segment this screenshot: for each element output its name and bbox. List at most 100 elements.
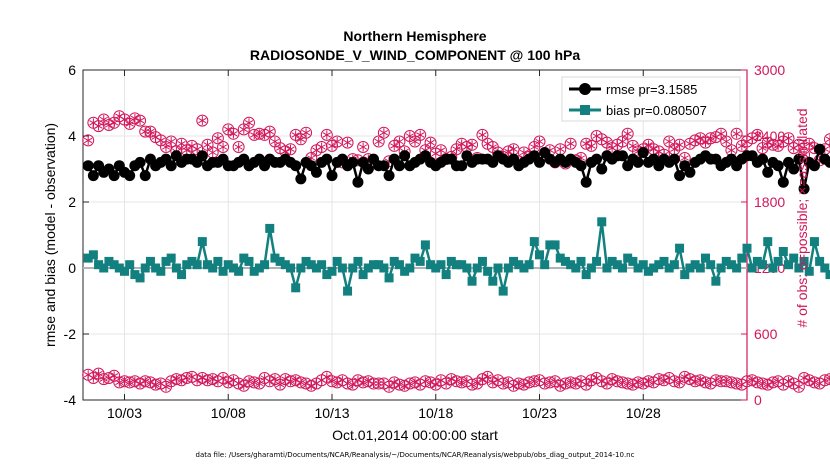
- obs-upper-marker: [414, 128, 427, 141]
- bias-point: [726, 260, 736, 270]
- y-tick-label-left: 0: [68, 260, 76, 276]
- rmse-point: [762, 166, 774, 178]
- bias-point: [680, 270, 690, 280]
- x-tick-label: 10/13: [314, 405, 349, 421]
- rmse-point: [580, 176, 592, 188]
- y-axis-label-right: # of obs: o=possible; ×=assimilated: [794, 108, 810, 327]
- obs-star-stroke: [773, 143, 783, 149]
- bias-point: [280, 260, 290, 270]
- bias-point: [156, 266, 166, 276]
- rmse-point: [82, 160, 94, 172]
- obs-circle: [377, 126, 390, 139]
- bias-point: [431, 263, 441, 273]
- obs-upper-marker: [377, 126, 390, 139]
- bias-point: [99, 263, 109, 273]
- bias-point: [752, 256, 762, 266]
- obs-circle: [730, 127, 743, 140]
- bias-point: [436, 260, 446, 270]
- obs-star-stroke: [452, 146, 461, 152]
- bias-point: [213, 256, 223, 266]
- bias-point: [612, 260, 622, 270]
- rmse-point: [632, 156, 644, 168]
- bias-point: [747, 263, 757, 273]
- bias-point: [535, 250, 544, 260]
- obs-upper-marker: [217, 141, 230, 153]
- obs-circle: [393, 135, 406, 148]
- x-axis-label: Oct.01,2014 00:00:00 start: [332, 427, 498, 443]
- legend-box: [561, 76, 741, 122]
- rmse-point: [393, 160, 405, 172]
- rmse-point: [347, 156, 359, 168]
- obs-star-stroke: [94, 370, 103, 377]
- y-tick-label-left: 6: [68, 62, 76, 78]
- bias-point: [405, 263, 415, 273]
- obs-star-stroke: [701, 139, 710, 146]
- bias-point: [472, 263, 482, 273]
- obs-circle: [341, 136, 354, 149]
- obs-circle: [424, 136, 437, 149]
- obs-star-stroke: [343, 139, 352, 146]
- rmse-point: [290, 160, 302, 172]
- rmse-point: [824, 156, 830, 168]
- bias-point: [706, 260, 716, 270]
- obs-circle: [134, 114, 147, 127]
- obs-star-stroke: [716, 131, 726, 137]
- obs-star-stroke: [519, 149, 529, 156]
- bias-point: [669, 260, 679, 270]
- rmse-point: [777, 176, 789, 188]
- obs-star-stroke: [602, 380, 612, 387]
- bias-line: [87, 221, 830, 293]
- obs-upper-marker: [782, 132, 795, 145]
- bias-point: [643, 266, 653, 276]
- bias-point: [592, 256, 602, 266]
- obs-star-stroke: [467, 142, 477, 148]
- bias-point: [94, 260, 104, 270]
- bias-point: [114, 263, 124, 273]
- rmse-point: [383, 170, 395, 182]
- bias-point: [379, 263, 389, 273]
- obs-star-stroke: [322, 132, 331, 138]
- obs-star-stroke: [623, 131, 632, 137]
- obs-circle: [476, 128, 489, 141]
- bias-point: [374, 260, 384, 270]
- rmse-point: [814, 143, 826, 155]
- obs-star-stroke: [374, 138, 383, 145]
- obs-circle: [466, 138, 479, 151]
- bias-point: [586, 263, 596, 273]
- rmse-point: [321, 153, 333, 165]
- obs-upper-marker: [715, 127, 728, 140]
- y-tick-label-right: 1800: [754, 194, 785, 210]
- obs-star-stroke: [218, 375, 228, 381]
- obs-upper-marker: [263, 125, 276, 138]
- obs-star-stroke: [286, 146, 295, 152]
- bias-point: [701, 253, 710, 263]
- obs-star-stroke: [405, 133, 414, 139]
- chart-subtitle: RADIOSONDE_V_WIND_COMPONENT @ 100 hPa: [250, 47, 580, 63]
- bias-point: [690, 260, 700, 270]
- obs-circle: [232, 141, 245, 153]
- bias-point: [659, 256, 669, 266]
- obs-upper-marker: [196, 114, 209, 127]
- x-tick-label: 10/28: [626, 405, 661, 421]
- obs-star-stroke: [275, 381, 285, 388]
- bias-point: [815, 256, 825, 266]
- obs-star-stroke: [794, 142, 804, 148]
- bias-point: [711, 276, 721, 286]
- obs-star-stroke: [395, 138, 404, 145]
- obs-star-stroke: [84, 137, 93, 144]
- bias-point: [555, 253, 565, 263]
- obs-circle: [434, 144, 447, 157]
- bias-point: [145, 256, 155, 266]
- obs-star-stroke: [192, 146, 202, 152]
- obs-star-stroke: [825, 376, 830, 380]
- bias-point: [239, 253, 249, 263]
- obs-star-stroke: [722, 138, 731, 145]
- obs-star-stroke: [478, 132, 487, 138]
- bias-point: [389, 256, 399, 266]
- bias-point: [809, 237, 819, 247]
- bias-point: [545, 240, 555, 250]
- bias-point: [306, 260, 316, 270]
- obs-star-stroke: [384, 384, 394, 390]
- obs-star-stroke: [587, 143, 596, 149]
- obs-star-stroke: [327, 143, 337, 149]
